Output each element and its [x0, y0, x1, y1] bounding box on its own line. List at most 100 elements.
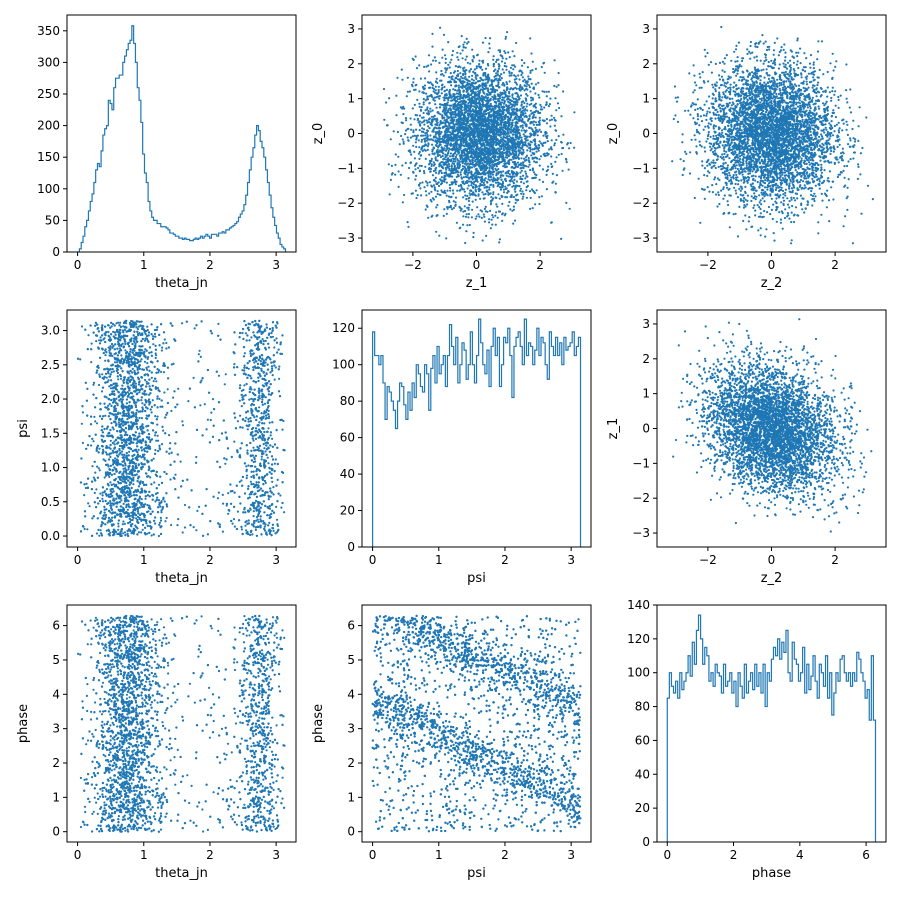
- scatter-point: [538, 164, 541, 167]
- scatter-point: [440, 189, 443, 192]
- scatter-point: [462, 90, 465, 93]
- scatter-point: [474, 171, 477, 174]
- scatter-point: [531, 97, 534, 100]
- scatter-point: [426, 137, 429, 140]
- scatter-point: [497, 81, 500, 84]
- scatter-point: [451, 54, 454, 57]
- scatter-point: [502, 147, 505, 150]
- scatter-point: [410, 128, 413, 131]
- scatter-point: [466, 187, 469, 190]
- scatter-point: [524, 108, 527, 111]
- scatter-point: [466, 179, 469, 182]
- scatter-point: [573, 146, 576, 149]
- scatter-point: [721, 144, 724, 147]
- scatter-point: [432, 90, 435, 93]
- scatter-point: [426, 95, 429, 98]
- scatter-point: [436, 203, 439, 207]
- scatter-point: [509, 88, 512, 91]
- scatter-point: [425, 144, 428, 147]
- scatter-point: [720, 129, 724, 132]
- scatter-point: [553, 116, 556, 119]
- scatter-point: [560, 140, 563, 144]
- scatter-point: [469, 138, 473, 141]
- scatter-point: [508, 135, 511, 138]
- scatter-point: [418, 102, 421, 105]
- scatter-point: [497, 172, 500, 175]
- scatter-point: [511, 50, 514, 53]
- scatter-point: [513, 117, 516, 120]
- scatter-point: [464, 46, 467, 49]
- scatter-point: [501, 68, 504, 71]
- scatter-point: [423, 87, 426, 90]
- scatter-point: [534, 126, 537, 129]
- scatter-point: [420, 138, 424, 141]
- scatter-point: [450, 159, 453, 162]
- scatter-point: [502, 71, 506, 74]
- scatter-point: [543, 90, 546, 93]
- scatter-point: [415, 196, 418, 200]
- scatter-point: [560, 115, 563, 118]
- scatter-point: [503, 83, 506, 86]
- x-tick-label: 2: [536, 258, 544, 272]
- scatter-point: [531, 167, 535, 170]
- scatter-point: [550, 221, 553, 224]
- scatter-point: [562, 133, 565, 136]
- scatter-point: [513, 175, 516, 178]
- scatter-point: [395, 94, 398, 97]
- scatter-point: [535, 156, 538, 159]
- scatter-point: [447, 121, 450, 124]
- scatter-point: [462, 125, 465, 129]
- scatter-point: [443, 174, 446, 177]
- scatter-point: [449, 81, 453, 84]
- scatter-point: [492, 185, 495, 188]
- scatter-point: [501, 112, 504, 116]
- scatter-point: [420, 194, 423, 197]
- scatter-point: [510, 158, 513, 161]
- scatter-point: [489, 160, 493, 163]
- scatter-point: [536, 130, 539, 133]
- scatter-point: [454, 110, 457, 113]
- scatter-point: [473, 193, 476, 196]
- scatter-point: [526, 94, 529, 97]
- scatter-point: [462, 69, 465, 72]
- scatter-point: [462, 43, 465, 46]
- scatter-point: [534, 176, 537, 179]
- scatter-point: [453, 142, 456, 145]
- scatter-point: [520, 59, 524, 62]
- scatter-point: [507, 189, 510, 193]
- scatter-point: [499, 188, 503, 191]
- scatter-point: [482, 134, 486, 137]
- scatter-point: [486, 181, 489, 184]
- scatter-point: [486, 210, 489, 213]
- scatter-point: [517, 115, 520, 119]
- scatter-point: [557, 135, 560, 138]
- scatter-point: [432, 59, 435, 62]
- scatter-point: [420, 164, 423, 168]
- scatter-point: [531, 169, 534, 172]
- scatter-point: [405, 95, 408, 98]
- scatter-point: [535, 189, 538, 192]
- scatter-point: [498, 108, 501, 111]
- scatter-point: [474, 217, 477, 220]
- scatter-point: [441, 110, 444, 113]
- scatter-point: [509, 116, 513, 119]
- scatter-point: [480, 111, 483, 114]
- scatter-point: [485, 234, 488, 237]
- scatter-point: [440, 160, 443, 164]
- scatter-point: [463, 130, 466, 133]
- scatter-point: [465, 109, 468, 112]
- scatter-point: [489, 154, 492, 157]
- scatter-point: [423, 65, 426, 68]
- scatter-point: [463, 81, 466, 84]
- scatter-point: [445, 113, 448, 116]
- scatter-point: [470, 96, 473, 99]
- scatter-point: [436, 137, 439, 140]
- scatter-point: [481, 191, 484, 194]
- scatter-point: [493, 123, 496, 126]
- scatter-point: [420, 106, 423, 109]
- scatter-point: [573, 111, 576, 114]
- scatter-point: [418, 146, 421, 149]
- scatter-point: [554, 182, 557, 185]
- scatter-point: [507, 146, 510, 149]
- scatter-point: [457, 84, 460, 87]
